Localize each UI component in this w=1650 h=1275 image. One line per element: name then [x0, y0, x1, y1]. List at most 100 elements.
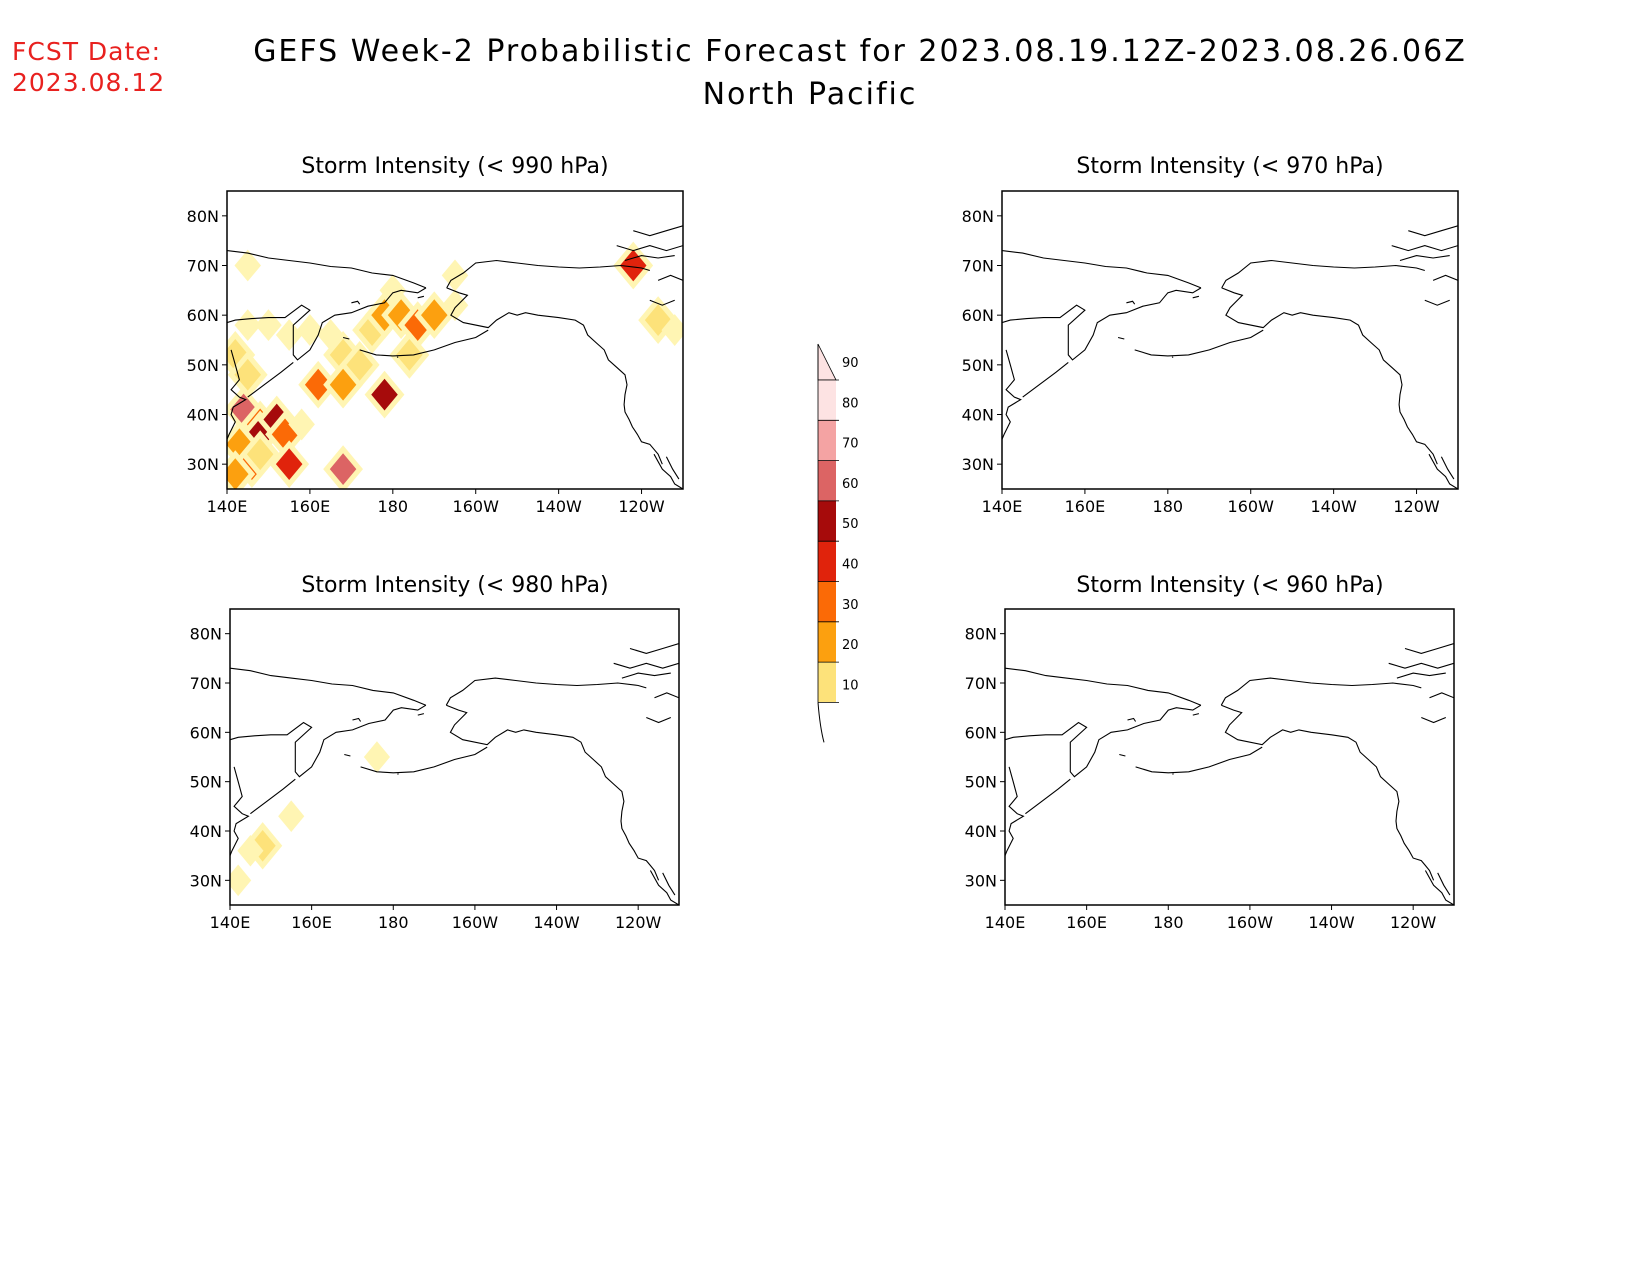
coastline	[613, 662, 679, 669]
probability-cell	[387, 299, 415, 332]
colorbar-bottom-cap	[817, 702, 825, 743]
lat-tick-label: 80N	[962, 207, 994, 226]
colorbar-tick-label: 70	[842, 437, 859, 452]
lat-tick-label: 60N	[962, 306, 994, 325]
map-panel: Storm Intensity (< 980 hPa) 140E 160E 180 16…	[190, 573, 680, 932]
probability-cell	[329, 368, 357, 401]
lon-tick-label: 180	[378, 913, 409, 932]
lon-tick-label: 160E	[1066, 913, 1107, 932]
panel-content	[1002, 225, 1458, 489]
lat-tick-label: 50N	[965, 773, 997, 792]
coastline	[1221, 259, 1425, 289]
coastline	[1135, 746, 1263, 774]
colorbar-tick-label: 50	[842, 517, 859, 532]
map-panel: Storm Intensity (< 970 hPa) 140E 160E 180 16…	[962, 154, 1459, 516]
coastline	[1126, 300, 1136, 305]
coastline	[247, 361, 294, 398]
map-panel: Storm Intensity (< 960 hPa) 140E 160E 180 16…	[965, 573, 1455, 932]
lat-tick-label: 70N	[190, 674, 222, 693]
coastline	[1002, 287, 1202, 361]
colorbar-swatch	[818, 460, 836, 501]
map-frame	[229, 608, 680, 906]
coastline	[445, 677, 647, 706]
lat-tick-label: 40N	[962, 406, 994, 425]
coastline	[230, 766, 250, 856]
coastline	[360, 746, 488, 774]
coastline	[1127, 717, 1137, 722]
coastline	[1399, 255, 1450, 262]
probability-cell	[255, 309, 282, 341]
coastline	[446, 704, 660, 881]
probability-cell	[379, 274, 407, 307]
probability-cell	[441, 289, 469, 322]
colorbar-tick-label: 40	[842, 558, 859, 573]
probability-cell	[329, 453, 357, 486]
lon-tick-label: 140W	[1310, 497, 1357, 516]
coastline	[1440, 456, 1455, 480]
lat-tick-label: 50N	[190, 773, 222, 792]
coastline	[1424, 299, 1450, 306]
lon-tick-label: 140W	[535, 497, 582, 516]
probability-cell	[237, 834, 264, 867]
coastline	[629, 642, 679, 654]
probability-cell	[278, 800, 305, 832]
lon-tick-label: 140E	[985, 913, 1026, 932]
coastline	[1428, 453, 1458, 489]
colorbar-swatch	[818, 621, 836, 663]
probability-cell	[358, 314, 386, 346]
panel-title: Storm Intensity (< 960 hPa)	[1076, 573, 1383, 598]
lat-tick-label: 50N	[187, 356, 219, 375]
coastline	[1408, 225, 1458, 237]
probability-cell	[230, 864, 252, 897]
lon-tick-label: 120W	[618, 497, 665, 516]
probability-cell	[644, 304, 672, 337]
coastline	[1005, 704, 1202, 778]
coastline	[351, 300, 361, 305]
coastline	[1005, 766, 1025, 856]
lat-tick-label: 50N	[962, 356, 994, 375]
probability-cell	[227, 339, 249, 371]
coastline	[1404, 642, 1454, 654]
colorbar-swatch	[818, 662, 836, 703]
coastline	[654, 692, 679, 699]
coastline	[397, 773, 399, 775]
coastline	[230, 667, 427, 706]
coastline	[1171, 356, 1174, 358]
panel-title: Storm Intensity (< 970 hPa)	[1076, 154, 1383, 179]
lat-tick-label: 30N	[187, 455, 219, 474]
map-panel: Storm Intensity (< 990 hPa) 140E 160E 180 16…	[187, 154, 684, 516]
panel-title: Storm Intensity (< 980 hPa)	[301, 573, 608, 598]
coastline	[621, 672, 671, 679]
lat-tick-label: 70N	[187, 257, 219, 276]
colorbar-swatch	[818, 581, 836, 622]
coastline	[649, 870, 679, 905]
probability-cell	[371, 378, 398, 411]
lat-tick-label: 40N	[965, 822, 997, 841]
coastline	[1002, 349, 1022, 440]
probability-cell	[304, 368, 332, 401]
coastline	[616, 245, 683, 252]
coastline	[633, 225, 683, 237]
coastline	[1005, 667, 1202, 706]
coastline	[1134, 329, 1264, 357]
map-frame	[226, 190, 684, 490]
probability-cell	[441, 259, 469, 292]
probability-cell	[271, 418, 299, 451]
figure-title: GEFS Week-2 Probabilistic Forecast for 2…	[253, 34, 1467, 69]
lon-tick-label: 120W	[1393, 497, 1440, 516]
forecast-date-label: FCST Date: 2023.08.12	[12, 36, 165, 98]
probability-cell	[404, 309, 431, 341]
lat-tick-label: 40N	[187, 406, 219, 425]
lon-tick-label: 180	[1153, 497, 1184, 516]
lon-tick-label: 140E	[207, 497, 248, 516]
probability-cell	[227, 428, 253, 461]
lon-tick-label: 160W	[453, 497, 500, 516]
lon-tick-label: 160E	[290, 497, 331, 516]
lon-tick-label: 160E	[291, 913, 332, 932]
probability-cell	[230, 393, 257, 426]
lon-tick-label: 120W	[615, 913, 662, 932]
coastline	[1022, 361, 1069, 398]
lon-tick-label: 160W	[1228, 497, 1275, 516]
coastline	[1221, 704, 1435, 881]
